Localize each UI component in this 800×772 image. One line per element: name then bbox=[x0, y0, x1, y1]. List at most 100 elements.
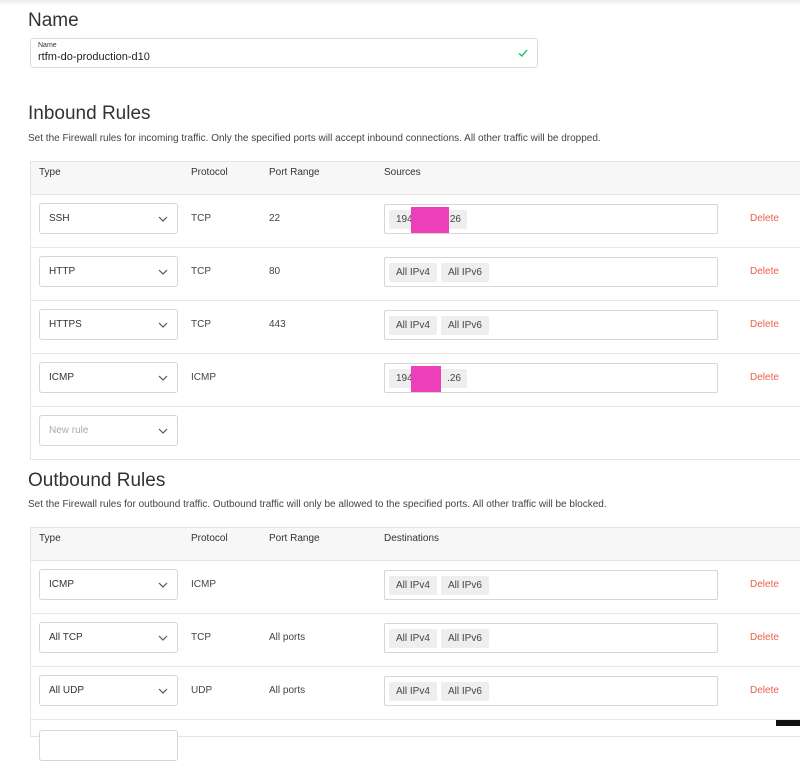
outbound-title: Outbound Rules bbox=[28, 470, 166, 491]
rule-type-select[interactable]: ICMP bbox=[39, 569, 178, 600]
delete-rule-link[interactable]: Delete bbox=[750, 632, 779, 643]
name-section-title: Name bbox=[28, 10, 79, 31]
source-chip-right: .26 bbox=[447, 373, 461, 384]
chevron-down-icon bbox=[158, 428, 168, 434]
chevron-down-icon bbox=[158, 269, 168, 275]
delete-rule-link[interactable]: Delete bbox=[750, 372, 779, 383]
chevron-down-icon bbox=[158, 375, 168, 381]
rule-protocol: TCP bbox=[191, 319, 211, 330]
destination-chip-ipv4[interactable]: All IPv4 bbox=[389, 629, 437, 648]
rule-port-range: 22 bbox=[269, 213, 281, 224]
rule-protocol: UDP bbox=[191, 685, 213, 696]
rule-protocol: TCP bbox=[191, 632, 211, 643]
rule-type-select[interactable]: HTTP bbox=[39, 256, 178, 287]
rule-port-range: All ports bbox=[269, 632, 306, 643]
delete-rule-link[interactable]: Delete bbox=[750, 579, 779, 590]
destination-chip-ipv6[interactable]: All IPv6 bbox=[441, 682, 489, 701]
destination-chip-ipv6[interactable]: All IPv6 bbox=[441, 576, 489, 595]
source-chip-left: 194 bbox=[396, 214, 413, 225]
rule-protocol: TCP bbox=[191, 213, 211, 224]
source-chip[interactable]: 194 .26 bbox=[389, 207, 467, 233]
rule-protocol: ICMP bbox=[191, 579, 216, 590]
inbound-header-row: Type Protocol Port Range Sources bbox=[31, 162, 800, 195]
new-rule-row bbox=[31, 720, 800, 772]
new-rule-row: New rule bbox=[31, 407, 800, 459]
rule-protocol: TCP bbox=[191, 266, 211, 277]
table-row: HTTPS TCP 443 All IPv4 All IPv6 Delete bbox=[31, 301, 800, 354]
rule-port-range: 80 bbox=[269, 266, 281, 277]
rule-type-select[interactable]: HTTPS bbox=[39, 309, 178, 340]
header-port-range: Port Range bbox=[269, 533, 320, 544]
header-destinations: Destinations bbox=[384, 533, 440, 544]
chevron-down-icon bbox=[158, 688, 168, 694]
redaction-block bbox=[411, 207, 449, 233]
redaction-block bbox=[411, 366, 441, 392]
rule-type-value: All UDP bbox=[49, 685, 85, 696]
rule-type-value: ICMP bbox=[49, 372, 74, 383]
header-type: Type bbox=[39, 167, 61, 178]
source-chip-ipv4[interactable]: All IPv4 bbox=[389, 263, 437, 282]
rule-type-select[interactable]: All TCP bbox=[39, 622, 178, 653]
rule-type-select[interactable]: All UDP bbox=[39, 675, 178, 706]
new-rule-select[interactable]: New rule bbox=[39, 415, 178, 446]
inbound-description: Set the Firewall rules for incoming traf… bbox=[28, 133, 601, 144]
source-chip[interactable]: 194 .26 bbox=[389, 366, 467, 392]
rule-type-value: SSH bbox=[49, 213, 70, 224]
name-field-label: Name bbox=[38, 42, 57, 49]
rule-type-value: ICMP bbox=[49, 579, 74, 590]
header-port-range: Port Range bbox=[269, 167, 320, 178]
sources-input[interactable]: 194 .26 bbox=[384, 363, 718, 393]
table-row: ICMP ICMP 194 .26 Delete bbox=[31, 354, 800, 407]
rule-type-value: HTTPS bbox=[49, 319, 82, 330]
source-chip-ipv4[interactable]: All IPv4 bbox=[389, 316, 437, 335]
header-type: Type bbox=[39, 533, 61, 544]
rule-type-select[interactable]: SSH bbox=[39, 203, 178, 234]
rule-protocol: ICMP bbox=[191, 372, 216, 383]
outbound-header-row: Type Protocol Port Range Destinations bbox=[31, 528, 800, 561]
delete-rule-link[interactable]: Delete bbox=[750, 685, 779, 696]
table-row: SSH TCP 22 194 .26 Delete bbox=[31, 195, 800, 248]
chevron-down-icon bbox=[158, 635, 168, 641]
source-chip-ipv6[interactable]: All IPv6 bbox=[441, 316, 489, 335]
sources-input[interactable]: 194 .26 bbox=[384, 204, 718, 234]
table-row: All TCP TCP All ports All IPv4 All IPv6 … bbox=[31, 614, 800, 667]
new-rule-placeholder: New rule bbox=[49, 425, 89, 436]
chevron-down-icon bbox=[158, 582, 168, 588]
sources-input[interactable]: All IPv4 All IPv6 bbox=[384, 310, 718, 340]
top-shadow bbox=[0, 0, 800, 6]
destination-chip-ipv6[interactable]: All IPv6 bbox=[441, 629, 489, 648]
rule-type-value: All TCP bbox=[49, 632, 83, 643]
inbound-title: Inbound Rules bbox=[28, 103, 151, 124]
destination-chip-ipv4[interactable]: All IPv4 bbox=[389, 576, 437, 595]
source-chip-left: 194 bbox=[396, 373, 413, 384]
destinations-input[interactable]: All IPv4 All IPv6 bbox=[384, 676, 718, 706]
destinations-input[interactable]: All IPv4 All IPv6 bbox=[384, 623, 718, 653]
name-field[interactable]: Name rtfm-do-production-d10 bbox=[30, 38, 538, 68]
table-row: All UDP UDP All ports All IPv4 All IPv6 … bbox=[31, 667, 800, 720]
destinations-input[interactable]: All IPv4 All IPv6 bbox=[384, 570, 718, 600]
rule-type-select[interactable]: ICMP bbox=[39, 362, 178, 393]
rule-port-range: All ports bbox=[269, 685, 306, 696]
table-row: HTTP TCP 80 All IPv4 All IPv6 Delete bbox=[31, 248, 800, 301]
chevron-down-icon bbox=[158, 216, 168, 222]
delete-rule-link[interactable]: Delete bbox=[750, 213, 779, 224]
delete-rule-link[interactable]: Delete bbox=[750, 266, 779, 277]
rule-port-range: 443 bbox=[269, 319, 286, 330]
header-sources: Sources bbox=[384, 167, 421, 178]
corner-artifact bbox=[776, 720, 800, 726]
chevron-down-icon bbox=[158, 322, 168, 328]
delete-rule-link[interactable]: Delete bbox=[750, 319, 779, 330]
inbound-rules-table: Type Protocol Port Range Sources SSH TCP… bbox=[30, 161, 800, 460]
rule-type-value: HTTP bbox=[49, 266, 76, 277]
source-chip-ipv6[interactable]: All IPv6 bbox=[441, 263, 489, 282]
table-row: ICMP ICMP All IPv4 All IPv6 Delete bbox=[31, 561, 800, 614]
outbound-rules-table: Type Protocol Port Range Destinations IC… bbox=[30, 527, 800, 761]
sources-input[interactable]: All IPv4 All IPv6 bbox=[384, 257, 718, 287]
outbound-description: Set the Firewall rules for outbound traf… bbox=[28, 499, 607, 510]
name-field-value[interactable]: rtfm-do-production-d10 bbox=[38, 51, 150, 63]
header-protocol: Protocol bbox=[191, 167, 228, 178]
source-chip-right: .26 bbox=[447, 214, 461, 225]
new-rule-select[interactable] bbox=[39, 730, 178, 761]
destination-chip-ipv4[interactable]: All IPv4 bbox=[389, 682, 437, 701]
header-protocol: Protocol bbox=[191, 533, 228, 544]
